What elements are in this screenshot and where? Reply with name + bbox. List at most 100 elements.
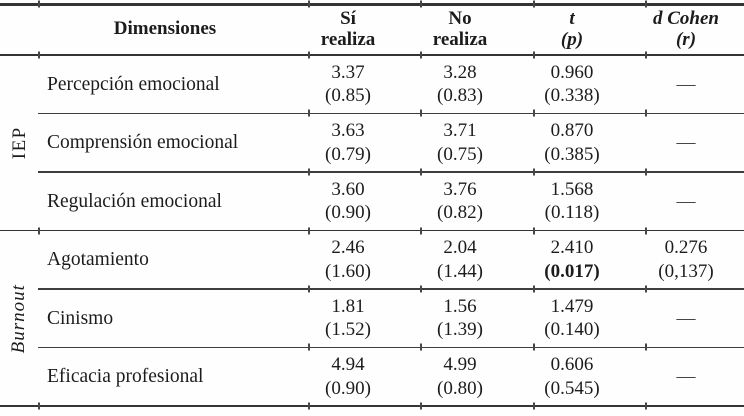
t-value: 0.870 [550,120,594,142]
dimension-cell: Regulación emocional [38,172,292,231]
column-boundary-tick [308,0,310,8]
rule-row-separator [38,343,744,351]
col-header-dimensiones: Dimensiones [38,3,292,55]
mean-value: 3.63 [331,120,365,142]
no-realiza-cell: 3.76 (0.82) [404,172,516,231]
t-p-cell: 0.870 (0.385) [516,114,628,173]
sd-value: (0.83) [437,85,483,107]
dimension-name: Regulación emocional [47,190,222,212]
col-header-label: Sí [340,7,356,29]
t-value: 2.410 [550,237,594,259]
t-p-cell: 0.960 (0.338) [516,55,628,114]
dimension-name: Agotamiento [47,249,149,270]
no-realiza-cell: 4.99 (0.80) [404,348,516,407]
si-realiza-cell: 1.81 (1.52) [292,289,404,348]
column-boundary-tick [645,227,647,235]
col-header-d-cohen: d Cohen (r) [628,3,744,55]
rule-top [0,0,744,8]
mean-value: 3.60 [331,178,365,200]
column-boundary-tick [38,227,40,235]
t-value: 1.479 [550,295,594,317]
dimension-name: Eficacia profesional [47,366,204,387]
col-header-label: Dimensiones [113,18,217,40]
t-p-cell: 2.410 (0.017) [516,231,628,290]
mean-value: 4.99 [443,354,477,376]
col-header-label: t [569,7,575,29]
dimension-cell: Eficacia profesional [38,348,292,407]
dimension-name: Comprensión emocional [47,132,239,153]
dimension-name: Cinismo [47,307,114,329]
col-header-label: d Cohen [653,7,719,29]
dimension-name: Percepción emocional [47,73,220,95]
d-cohen-cell: — [628,348,744,407]
r-value: (0,137) [658,260,714,282]
mean-value: 4.94 [331,354,365,376]
mean-value: 3.37 [331,61,365,83]
column-boundary-tick [308,51,310,59]
p-value: (0.338) [544,85,600,107]
d-value: 0.276 [664,237,708,259]
d-cohen-cell: — [628,114,744,173]
sd-value: (1.44) [437,260,483,282]
column-boundary-tick [533,285,535,293]
p-value: (0.118) [544,202,600,224]
rule-row-separator [38,285,744,293]
sd-value: (0.85) [325,85,371,107]
column-boundary-tick [533,109,535,117]
sd-value: (1.60) [325,260,371,282]
dimension-cell: Comprensión emocional [38,114,292,173]
si-realiza-cell: 3.63 (0.79) [292,114,404,173]
col-header-label: realiza [432,29,488,50]
column-boundary-tick [533,168,535,176]
no-realiza-cell: 3.28 (0.83) [404,55,516,114]
column-boundary-tick [420,51,422,59]
column-boundary-tick [308,285,310,293]
column-boundary-tick [533,402,535,410]
column-boundary-tick [533,51,535,59]
column-boundary-tick [645,0,647,8]
mean-value: 1.81 [331,295,365,317]
si-realiza-cell: 3.37 (0.85) [292,55,404,114]
column-boundary-tick [645,109,647,117]
d-cohen-cell: — [628,289,744,348]
column-boundary-tick [308,168,310,176]
t-value: 1.568 [550,178,594,200]
sd-value: (0.80) [437,377,483,399]
sd-value: (0.82) [437,202,483,224]
column-boundary-tick [38,51,40,59]
dimension-cell: Agotamiento [38,231,292,290]
col-header-t-p: t (p) [516,3,628,55]
column-boundary-tick [38,402,40,410]
sd-value: (1.52) [325,319,371,341]
t-value: 0.606 [550,354,594,376]
mean-value: 1.56 [443,295,477,317]
dash-value: — [676,307,696,329]
mean-value: 2.04 [443,237,477,259]
t-p-cell: 0.606 (0.545) [516,348,628,407]
group-label-burnout: Burnout [0,231,38,407]
dash-value: — [676,190,696,212]
column-boundary-tick [533,0,535,8]
group-label-iep: IEP [0,55,38,231]
t-p-cell: 1.568 (0.118) [516,172,628,231]
rule-row-separator [38,109,744,117]
col-header-no-realiza: No realiza [404,3,516,55]
column-boundary-tick [308,109,310,117]
column-boundary-tick [420,402,422,410]
statistics-table: Dimensiones Sí realiza No realiza t (p) … [0,3,744,406]
column-boundary-tick [308,343,310,351]
d-cohen-cell: — [628,172,744,231]
no-realiza-cell: 2.04 (1.44) [404,231,516,290]
mean-value: 3.71 [443,120,477,142]
mean-value: 3.28 [443,61,477,83]
mean-value: 3.76 [443,178,477,200]
col-header-si-realiza: Sí realiza [292,3,404,55]
dash-value: — [676,366,696,387]
rule-bottom [0,402,744,410]
col-header-label: realiza [320,29,376,50]
column-boundary-tick [645,285,647,293]
column-boundary-tick [420,109,422,117]
col-header-label: No [448,7,472,29]
dimension-cell: Percepción emocional [38,55,292,114]
